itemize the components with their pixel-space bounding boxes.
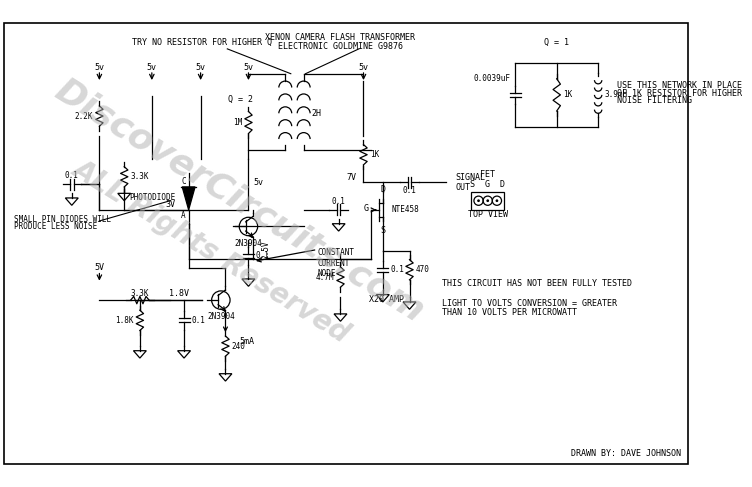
Text: 5v: 5v <box>244 63 253 72</box>
Text: CONSTANT
CURRENT
NODE: CONSTANT CURRENT NODE <box>317 248 354 278</box>
Text: THIS CIRCUIT HAS NOT BEEN FULLY TESTED: THIS CIRCUIT HAS NOT BEEN FULLY TESTED <box>441 279 632 288</box>
Text: 240: 240 <box>232 341 246 351</box>
Text: Q = 2: Q = 2 <box>228 95 253 104</box>
Text: A: A <box>181 211 186 220</box>
Circle shape <box>496 199 499 202</box>
Text: G: G <box>364 204 369 212</box>
Text: 7V: 7V <box>346 173 356 182</box>
Text: S: S <box>381 225 385 235</box>
Text: TRY NO RESISTOR FOR HIGHER Q: TRY NO RESISTOR FOR HIGHER Q <box>132 38 272 47</box>
Text: X20 AMP: X20 AMP <box>369 295 404 304</box>
Text: SIGNAL
OUT: SIGNAL OUT <box>456 172 486 192</box>
Text: 5V: 5V <box>95 263 105 272</box>
Text: 5v: 5v <box>196 63 205 72</box>
Text: 3.3K: 3.3K <box>131 172 149 181</box>
Circle shape <box>478 199 480 202</box>
Text: 2H: 2H <box>311 109 321 118</box>
Text: 470: 470 <box>416 265 430 274</box>
Text: 1.8K: 1.8K <box>115 316 133 325</box>
Text: TOP VIEW: TOP VIEW <box>468 210 508 219</box>
Text: DiscoverCircuits.com: DiscoverCircuits.com <box>49 73 430 329</box>
Text: 2N3904: 2N3904 <box>235 239 262 247</box>
Text: D: D <box>381 185 385 194</box>
Text: 0.1: 0.1 <box>402 186 417 195</box>
Text: LIGHT TO VOLTS CONVERSION = GREATER: LIGHT TO VOLTS CONVERSION = GREATER <box>441 300 617 308</box>
Text: 4.7M: 4.7M <box>316 273 334 281</box>
Text: 0.0039uF: 0.0039uF <box>474 74 511 83</box>
Text: 5v: 5v <box>359 63 368 72</box>
Text: DRAWN BY: DAVE JOHNSON: DRAWN BY: DAVE JOHNSON <box>571 450 681 458</box>
Text: 3V: 3V <box>165 200 175 209</box>
Bar <box>472 191 505 210</box>
Text: NTE458: NTE458 <box>391 206 419 214</box>
Text: 3.3K: 3.3K <box>131 289 149 298</box>
Text: ALL Rights Reserved: ALL Rights Reserved <box>68 154 355 348</box>
Text: S  G  D: S G D <box>470 180 505 188</box>
Text: USE THIS NETWORK IN PLACE: USE THIS NETWORK IN PLACE <box>617 81 741 90</box>
Text: PRODUCE LESS NOISE: PRODUCE LESS NOISE <box>14 222 97 231</box>
Text: 3.9mH: 3.9mH <box>605 91 628 99</box>
Text: 1K: 1K <box>370 150 379 159</box>
Text: THAN 10 VOLTS PER MICROWATT: THAN 10 VOLTS PER MICROWATT <box>441 308 577 317</box>
Text: ELECTRONIC GOLDMINE G9876: ELECTRONIC GOLDMINE G9876 <box>278 41 403 51</box>
Text: 5mA: 5mA <box>239 337 254 346</box>
Text: 5v: 5v <box>253 178 263 187</box>
Text: 1K: 1K <box>563 91 572 99</box>
Text: XENON CAMERA FLASH TRANSFORMER: XENON CAMERA FLASH TRANSFORMER <box>265 33 416 42</box>
Text: Q = 1: Q = 1 <box>544 38 569 47</box>
Polygon shape <box>182 187 195 210</box>
Text: 2.2K: 2.2K <box>74 112 93 121</box>
Text: C: C <box>181 177 186 186</box>
Text: 5v: 5v <box>95 63 105 72</box>
Text: 0.1: 0.1 <box>256 251 270 261</box>
Text: 0.1: 0.1 <box>332 197 346 206</box>
Text: FET: FET <box>481 170 496 179</box>
Text: OF 1K RESISTOR FOR HIGHER: OF 1K RESISTOR FOR HIGHER <box>617 89 741 97</box>
Text: 0.1: 0.1 <box>65 171 79 180</box>
Text: 2N3904: 2N3904 <box>207 312 235 321</box>
Text: SMALL PIN DIODES WILL: SMALL PIN DIODES WILL <box>14 215 111 224</box>
Text: 2.5V: 2.5V <box>262 240 271 259</box>
Text: 1.8V: 1.8V <box>169 289 190 298</box>
Text: PHOTODIODE: PHOTODIODE <box>129 193 176 203</box>
Text: 0.1: 0.1 <box>192 316 205 325</box>
Text: 0.1: 0.1 <box>390 265 404 274</box>
Text: 1M: 1M <box>233 118 242 127</box>
Text: NOISE FILTERING: NOISE FILTERING <box>617 96 692 105</box>
Text: 5v: 5v <box>147 63 157 72</box>
Circle shape <box>487 199 489 202</box>
